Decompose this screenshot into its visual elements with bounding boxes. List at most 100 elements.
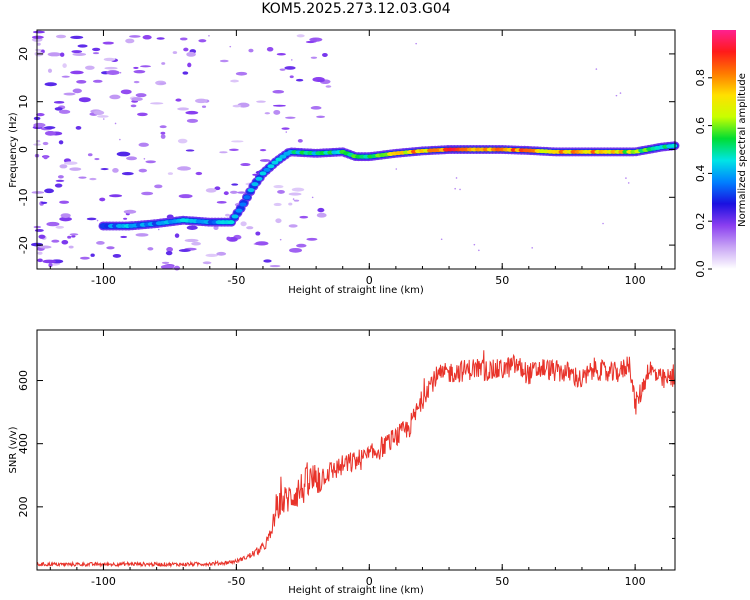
spectrogram-noise-blob bbox=[159, 82, 167, 85]
spectrogram-noise-blob bbox=[112, 253, 122, 258]
spectrogram-noise-blob bbox=[275, 218, 282, 224]
spectrogram-noise-blob bbox=[226, 236, 231, 241]
spectrogram-noise-blob bbox=[235, 71, 248, 76]
spectrogram-ridge-core bbox=[279, 154, 287, 159]
spectrogram-noise-blob bbox=[126, 156, 138, 161]
spectrogram-noise-blob bbox=[106, 70, 120, 76]
spectrogram-noise-blob bbox=[40, 201, 48, 204]
spectrogram-noise-blob bbox=[78, 97, 91, 103]
spectrogram-noise-blob bbox=[86, 217, 97, 221]
spectrogram-noise-blob bbox=[231, 183, 239, 186]
spectrogram-noise-blob bbox=[135, 233, 149, 237]
snr-x-tick-label: 50 bbox=[495, 575, 509, 588]
spectrogram-noise-blob bbox=[289, 247, 303, 253]
spectrogram-x-tick-label: 100 bbox=[625, 274, 646, 287]
spectrogram-y-tick-label: -20 bbox=[17, 236, 30, 254]
spectrogram-noise-blob bbox=[160, 131, 166, 135]
spectrogram-noise-blob bbox=[174, 233, 180, 238]
spectrogram-noise-blob bbox=[42, 259, 56, 264]
spectrogram-x-tick-label: -100 bbox=[91, 274, 116, 287]
spectrogram-noise-dot bbox=[395, 168, 398, 170]
snr-plot-area bbox=[37, 330, 675, 570]
spectrogram-noise-blob bbox=[166, 247, 174, 252]
spectrogram-noise-blob bbox=[36, 113, 45, 117]
colorbar-ticks: 0.0 0.2 0.4 0.6 0.8 bbox=[694, 69, 712, 278]
spectrogram-y-tick-label: 20 bbox=[17, 47, 30, 61]
spectrogram-noise-blob bbox=[47, 52, 62, 57]
spectrogram-noise-blob bbox=[42, 141, 49, 146]
spectrogram-noise-blob bbox=[68, 245, 74, 249]
spectrogram-noise-blob bbox=[156, 37, 165, 40]
spectrogram-noise-blob bbox=[195, 98, 208, 104]
spectrogram-noise-blob bbox=[53, 101, 65, 104]
spectrogram-noise-blob bbox=[248, 48, 254, 53]
spectrogram-noise-blob bbox=[79, 256, 90, 260]
spectrogram-noise-blob bbox=[175, 98, 182, 102]
spectrogram-noise-blob bbox=[269, 264, 281, 268]
spectrogram-noise-blob bbox=[72, 88, 82, 94]
snr-series-line bbox=[37, 350, 675, 569]
spectrogram-noise-blob bbox=[104, 66, 118, 70]
spectrogram-noise-blob bbox=[291, 187, 305, 192]
spectrogram-noise-blob bbox=[205, 188, 217, 193]
spectrogram-noise-dot bbox=[454, 187, 456, 190]
spectrogram-noise-blob bbox=[219, 59, 229, 63]
snr-y-axis: 200 400 600 bbox=[17, 348, 675, 539]
colorbar-tick-label: 0.6 bbox=[694, 117, 707, 135]
spectrogram-noise-blob bbox=[255, 231, 261, 236]
spectrogram-noise-blob bbox=[77, 44, 88, 48]
spectrogram-ridge-core bbox=[275, 157, 283, 162]
spectrogram-noise-blob bbox=[161, 261, 170, 264]
spectrogram-noise-blob bbox=[216, 251, 227, 256]
snr-y-tick-label: 600 bbox=[17, 370, 30, 391]
spectrogram-ridge-core bbox=[251, 182, 259, 187]
spectrogram-noise-blob bbox=[276, 53, 286, 56]
spectrogram-noise-blob bbox=[232, 104, 242, 108]
spectrogram-noise-dot bbox=[473, 243, 476, 246]
spectrogram-ridge-core bbox=[227, 220, 235, 225]
spectrogram-noise-blob bbox=[102, 41, 115, 45]
spectrogram-noise-blob bbox=[87, 153, 93, 157]
spectrogram-noise-dot bbox=[619, 92, 622, 94]
spectrogram-noise-blob bbox=[288, 192, 302, 196]
spectrogram-noise-blob bbox=[177, 107, 190, 111]
spectrogram-noise-blob bbox=[135, 93, 147, 98]
spectrogram-noise-blob bbox=[100, 168, 109, 171]
spectrogram-noise-blob bbox=[36, 42, 41, 46]
spectrogram-noise-blob bbox=[195, 171, 203, 176]
spectrogram-noise-blob bbox=[306, 237, 318, 241]
spectrogram-noise-blob bbox=[93, 110, 105, 115]
spectrogram-noise-blob bbox=[191, 241, 201, 246]
spectrogram-noise-blob bbox=[183, 47, 189, 52]
spectrogram-noise-blob bbox=[121, 172, 134, 176]
spectrogram-noise-blob bbox=[63, 92, 76, 96]
spectrogram-noise-blob bbox=[70, 35, 84, 40]
spectrogram-noise-blob bbox=[60, 213, 71, 219]
snr-x-label: Height of straight line (km) bbox=[288, 585, 424, 596]
spectrogram-noise-blob bbox=[43, 155, 48, 160]
spectrogram-noise-dot bbox=[625, 177, 627, 179]
spectrogram-noise-blob bbox=[288, 202, 293, 206]
spectrogram-noise-blob bbox=[62, 63, 67, 68]
spectrogram-noise-blob bbox=[185, 149, 195, 152]
spectrogram-noise-blob bbox=[54, 107, 63, 111]
spectrogram-noise-blob bbox=[219, 151, 228, 154]
spectrogram-noise-blob bbox=[229, 190, 238, 194]
spectrogram-noise-blob bbox=[186, 118, 199, 123]
spectrogram-noise-blob bbox=[32, 30, 45, 34]
spectrogram-noise-blob bbox=[259, 159, 271, 162]
spectrogram-noise-blob bbox=[178, 194, 193, 199]
spectrogram-noise-blob bbox=[240, 163, 251, 166]
colorbar-tick-label: 0.0 bbox=[694, 260, 707, 278]
colorbar-gradient bbox=[712, 30, 736, 269]
spectrogram-noise-blob bbox=[177, 138, 188, 144]
spectrogram-x-tick-label: 0 bbox=[366, 274, 373, 287]
spectrogram-noise-dot bbox=[119, 138, 121, 141]
spectrogram-noise-blob bbox=[103, 57, 116, 62]
spectrogram-noise-blob bbox=[141, 191, 154, 196]
spectrogram-noise-blob bbox=[47, 68, 53, 73]
spectrogram-noise-blob bbox=[173, 265, 181, 271]
spectrogram-noise-blob bbox=[225, 213, 230, 217]
